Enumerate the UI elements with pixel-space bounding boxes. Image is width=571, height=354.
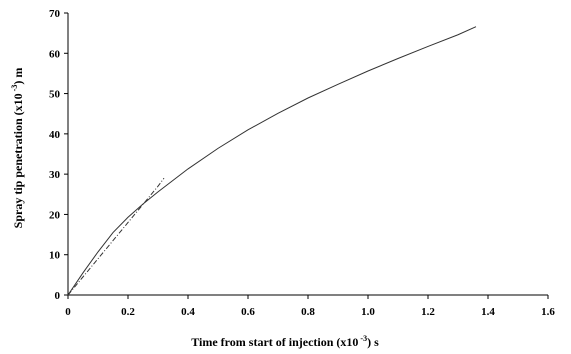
x-tick-label: 0.6	[241, 306, 255, 318]
x-tick-label: 0	[65, 306, 71, 318]
x-tick-label: 1.6	[541, 306, 555, 318]
series-line-dashdot	[67, 177, 165, 296]
y-tick-label: 30	[49, 169, 61, 181]
x-tick-label: 1.2	[421, 306, 435, 318]
y-tick-label: 50	[49, 89, 61, 101]
y-tick-label: 60	[49, 48, 61, 60]
y-axis-title: Spray tip penetration (x10 -3) m	[10, 68, 25, 229]
y-tick-label: 70	[49, 8, 61, 20]
x-tick-label: 1.4	[481, 306, 495, 318]
series-line-solid	[67, 26, 477, 296]
y-tick-label: 40	[49, 129, 61, 141]
x-axis: 0 0.2 0.4 0.6 0.8 1.0 1.2 1.4 1.6	[65, 294, 555, 318]
x-tick-label: 0.4	[181, 306, 195, 318]
y-tick-label: 0	[55, 290, 61, 302]
y-tick-label: 20	[49, 209, 61, 221]
plot-lines	[67, 26, 477, 296]
y-tick-label: 10	[49, 250, 61, 262]
x-axis-title: Time from start of injection (x10 -3) s	[191, 334, 379, 349]
y-axis: 0 10 20 30 40 50 60 70	[49, 8, 69, 302]
x-tick-label: 0.8	[301, 306, 315, 318]
x-tick-label: 1.0	[361, 306, 375, 318]
x-tick-label: 0.2	[121, 306, 135, 318]
